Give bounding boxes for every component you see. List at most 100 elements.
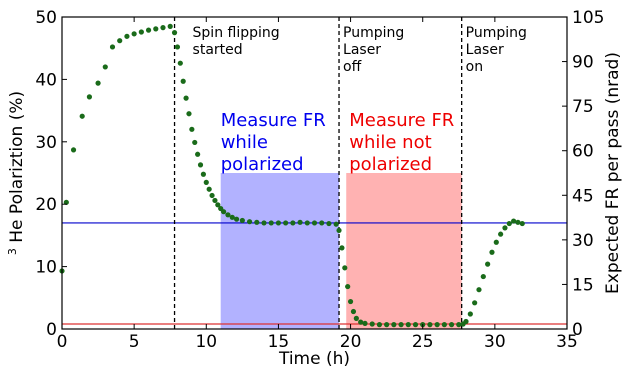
y-right-tick-label: 90 [572, 53, 594, 73]
data-point [192, 139, 198, 146]
data-point [206, 186, 212, 192]
data-point [345, 283, 351, 290]
data-point [233, 216, 240, 222]
shaded-region-0 [220, 173, 340, 329]
data-point [261, 220, 267, 226]
data-point [200, 171, 206, 177]
data-point [441, 322, 447, 328]
data-point [177, 60, 183, 66]
data-point [131, 31, 137, 37]
x-tick-label: 30 [484, 332, 506, 352]
data-point [476, 287, 482, 293]
y-tick-label: 30 [35, 133, 57, 153]
data-point [304, 220, 310, 226]
data-point [412, 322, 419, 328]
data-point [138, 29, 144, 35]
data-point [195, 151, 201, 157]
data-point [519, 220, 525, 227]
data-point [489, 249, 495, 255]
data-point [290, 220, 296, 226]
data-point [434, 322, 440, 328]
y-right-tick-label: 15 [572, 275, 594, 295]
y-right-tick-label: 45 [572, 186, 594, 206]
data-point [215, 202, 221, 208]
data-point [63, 199, 69, 205]
data-point [347, 298, 354, 305]
vline-label-2-line-2: on [466, 59, 483, 75]
vline-label-1-line-2: off [343, 59, 362, 75]
data-point [515, 219, 521, 225]
data-point [358, 319, 364, 325]
y-tick-label: 40 [35, 70, 57, 90]
y-right-axis-title: Expected FR per pass (nrad) [603, 52, 623, 294]
data-point [197, 162, 204, 168]
data-point [225, 212, 231, 218]
data-point [209, 192, 215, 199]
data-point [493, 239, 499, 245]
data-point [467, 311, 473, 317]
data-point [229, 214, 235, 220]
y-tick-label: 0 [46, 320, 57, 340]
data-point [86, 94, 93, 100]
data-point [427, 322, 433, 328]
data-point [171, 29, 178, 36]
data-point [117, 38, 123, 44]
data-point [239, 217, 245, 224]
shaded-region-1 [346, 173, 462, 329]
data-point [109, 44, 116, 50]
vline-label-0-line-1: started [193, 42, 243, 58]
region-label-1-line-1: while not [349, 132, 431, 153]
data-point [212, 197, 218, 204]
y-axis-title-superscript: 3 [6, 248, 19, 255]
data-point [95, 80, 101, 86]
data-point [456, 322, 462, 328]
data-point [145, 27, 152, 33]
data-point [319, 220, 325, 226]
y-tick-label: 10 [35, 258, 57, 278]
x-tick-label: 35 [556, 332, 578, 352]
data-point [376, 322, 383, 328]
region-label-1-line-0: Measure FR [349, 110, 454, 131]
data-point [511, 218, 517, 224]
data-point [448, 322, 455, 328]
x-tick-label: 0 [57, 332, 68, 352]
vline-label-1-line-1: Laser [343, 42, 381, 58]
data-point [268, 220, 274, 226]
data-point [174, 44, 181, 50]
data-point [275, 220, 282, 226]
y-right-tick-label: 30 [572, 231, 594, 251]
data-point [463, 318, 469, 325]
data-point [480, 273, 486, 280]
y-right-tick-label: 0 [572, 320, 583, 340]
data-point [153, 26, 159, 32]
x-tick-label: 5 [129, 332, 140, 352]
data-point [297, 219, 303, 225]
data-point [339, 245, 345, 251]
vline-label-0-line-0: Spin flipping [193, 25, 280, 41]
y-tick-label: 20 [35, 195, 57, 215]
vline-label-2-line-1: Laser [466, 42, 504, 58]
region-label-0-line-1: while [221, 132, 268, 153]
data-point [186, 111, 192, 117]
data-point [283, 220, 289, 226]
y-axis-title: 3 He Polariztion (%) [6, 91, 27, 255]
x-tick-label: 15 [268, 332, 290, 352]
data-point [183, 95, 189, 101]
region-label-1-line-2: polarized [349, 154, 432, 175]
data-point [70, 147, 77, 153]
data-point [160, 25, 166, 31]
data-point [350, 308, 357, 315]
y-right-tick-label: 60 [572, 142, 594, 162]
region-label-0-line-2: polarized [221, 154, 304, 175]
data-point [506, 220, 512, 227]
data-point [79, 113, 85, 119]
x-tick-label: 25 [412, 332, 434, 352]
data-point [398, 322, 404, 328]
data-point [333, 221, 339, 227]
data-point [405, 322, 411, 328]
y-tick-label: 50 [35, 8, 57, 28]
data-point [472, 300, 478, 306]
data-point [311, 220, 318, 226]
data-point [336, 227, 342, 234]
